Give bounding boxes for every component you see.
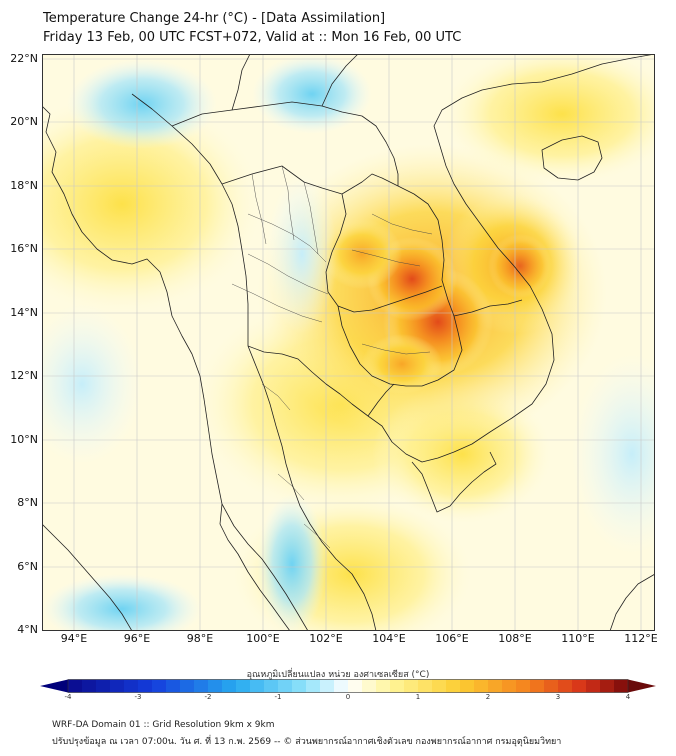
lon-tick-106: 106°E — [435, 632, 469, 645]
cool-zone-north — [252, 54, 372, 134]
map-title: Temperature Change 24-hr (°C) - [Data As… — [43, 11, 386, 26]
lon-tick-110: 110°E — [561, 632, 595, 645]
colorbar-cell — [110, 679, 125, 693]
map-subtitle: Friday 13 Feb, 00 UTC FCST+072, Valid at… — [43, 30, 462, 45]
colorbar-cell — [138, 679, 153, 693]
lon-tick-108: 108°E — [498, 632, 532, 645]
colorbar-tick-2: 2 — [485, 693, 491, 701]
colorbar-cell — [166, 679, 181, 693]
colorbar-cell — [264, 679, 279, 693]
colorbar-cell — [82, 679, 97, 693]
lat-tick-6: 6°N — [17, 560, 38, 573]
map-field — [42, 54, 655, 631]
colorbar-cell — [600, 679, 615, 693]
warm-spot-isan — [322, 219, 402, 289]
colorbar-cell — [208, 679, 223, 693]
cool-zone-thai-west — [267, 174, 337, 334]
cool-zone-peninsula — [257, 494, 327, 631]
cool-zone-andaman — [42, 304, 142, 464]
lon-tick-96: 96°E — [123, 632, 151, 645]
colorbar-frame — [67, 679, 629, 693]
colorbar — [40, 679, 656, 693]
colorbar-cell — [194, 679, 209, 693]
lon-tick-104: 104°E — [372, 632, 406, 645]
lat-tick-18: 18°N — [10, 179, 38, 192]
warm-spot-tonle-sap — [362, 334, 442, 394]
colorbar-tick-neg1: -1 — [274, 693, 282, 701]
colorbar-tick-neg3: -3 — [134, 693, 142, 701]
colorbar-tick-neg2: -2 — [204, 693, 212, 701]
cool-zone-myanmar-north — [67, 59, 217, 149]
colorbar-cell — [558, 679, 573, 693]
cool-zone-scs — [572, 354, 655, 554]
colorbar-cell — [572, 679, 587, 693]
lat-tick-12: 12°N — [10, 369, 38, 382]
colorbar-cell — [432, 679, 447, 693]
map-frame — [42, 54, 655, 631]
colorbar-cell — [586, 679, 601, 693]
lon-tick-102: 102°E — [309, 632, 343, 645]
graticule — [42, 54, 655, 631]
colorbar-cell — [418, 679, 433, 693]
lon-tick-112: 112°E — [624, 632, 658, 645]
colorbar-cell — [390, 679, 405, 693]
colorbar-tick-3: 3 — [555, 693, 561, 701]
colorbar-cell — [488, 679, 503, 693]
colorbar-cell — [250, 679, 265, 693]
colorbar-cell — [530, 679, 545, 693]
lat-tick-4: 4°N — [17, 623, 38, 636]
colorbar-cell — [68, 679, 83, 693]
footer-model-info: WRF-DA Domain 01 :: Grid Resolution 9km … — [52, 720, 275, 730]
province-borders — [231, 165, 433, 549]
temperature-change-map — [42, 54, 655, 631]
colorbar-tick-neg4: -4 — [64, 693, 72, 701]
colorbar-cell — [236, 679, 251, 693]
colorbar-cell — [474, 679, 489, 693]
colorbar-cell — [124, 679, 139, 693]
lon-tick-98: 98°E — [186, 632, 214, 645]
colorbar-cell — [544, 679, 559, 693]
coastlines-borders — [42, 54, 655, 631]
colorbar-cell — [376, 679, 391, 693]
colorbar-cell — [222, 679, 237, 693]
colorbar-cell — [292, 679, 307, 693]
lat-tick-20: 20°N — [10, 115, 38, 128]
colorbar-cell — [320, 679, 335, 693]
lon-tick-100: 100°E — [246, 632, 280, 645]
colorbar-title: อุณหภูมิเปลี่ยนแปลง หน่วย องศาเซลเซียส (… — [246, 670, 430, 680]
colorbar-cell — [460, 679, 475, 693]
colorbar-cell — [446, 679, 461, 693]
colorbar-tick-1: 1 — [415, 693, 421, 701]
colorbar-cell — [96, 679, 111, 693]
hot-spot-vietnam-coast — [488, 234, 552, 298]
colorbar-min-arrow — [40, 679, 68, 693]
cool-zone-southwest — [42, 574, 202, 631]
colorbar-cell — [334, 679, 349, 693]
lon-tick-94: 94°E — [60, 632, 88, 645]
colorbar-cell — [516, 679, 531, 693]
colorbar-cell — [180, 679, 195, 693]
colorbar-max-arrow — [628, 679, 656, 693]
lat-tick-8: 8°N — [17, 496, 38, 509]
lat-tick-10: 10°N — [10, 433, 38, 446]
colorbar-tick-4: 4 — [625, 693, 631, 701]
colorbar-tick-0: 0 — [345, 693, 351, 701]
lat-tick-16: 16°N — [10, 242, 38, 255]
colorbar-cells — [68, 679, 629, 693]
colorbar-cell — [348, 679, 363, 693]
colorbar-cell — [152, 679, 167, 693]
warm-zone-west — [42, 94, 262, 314]
lat-tick-14: 14°N — [10, 306, 38, 319]
footer-credit: ปรับปรุงข้อมูล ณ เวลา 07:00น. วัน ศ. ที่… — [52, 737, 562, 747]
colorbar-cell — [362, 679, 377, 693]
colorbar-cell — [278, 679, 293, 693]
colorbar-cell — [502, 679, 517, 693]
colorbar-cell — [614, 679, 629, 693]
warm-zone-northeast — [442, 54, 655, 184]
lat-tick-22: 22°N — [10, 52, 38, 65]
colorbar-cell — [404, 679, 419, 693]
colorbar-cell — [306, 679, 321, 693]
